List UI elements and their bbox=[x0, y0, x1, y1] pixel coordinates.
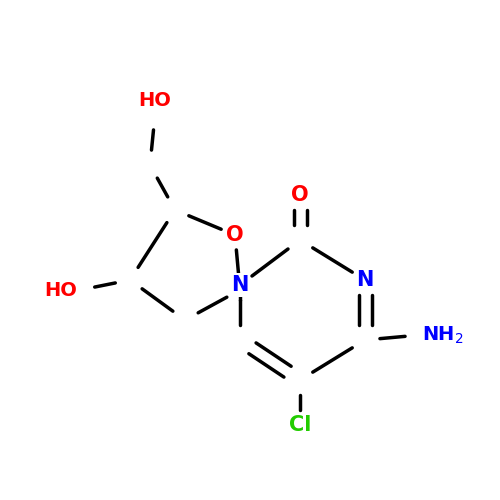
Text: O: O bbox=[226, 225, 244, 245]
Text: N: N bbox=[232, 275, 248, 295]
Text: Cl: Cl bbox=[289, 415, 311, 435]
Text: N: N bbox=[356, 270, 374, 290]
Text: O: O bbox=[291, 185, 309, 205]
Text: HO: HO bbox=[138, 91, 172, 110]
Text: HO: HO bbox=[44, 280, 78, 299]
Text: NH$_2$: NH$_2$ bbox=[422, 324, 464, 345]
